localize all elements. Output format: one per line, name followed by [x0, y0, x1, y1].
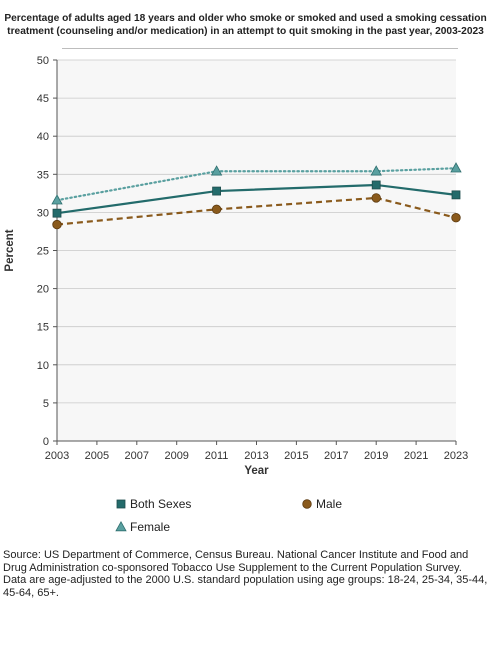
- data-point-both-sexes: [451, 190, 461, 200]
- y-tick-label: 35: [37, 169, 49, 181]
- x-tick-label: 2013: [244, 450, 268, 462]
- footnote: Source: US Department of Commerce, Censu…: [3, 549, 489, 599]
- x-tick-label: 2021: [404, 450, 428, 462]
- data-note: Data are age-adjusted to the 2000 U.S. s…: [3, 574, 488, 599]
- legend-item-male: Male: [302, 497, 342, 511]
- x-tick-label: 2005: [85, 450, 109, 462]
- legend-label-female: Female: [130, 520, 170, 534]
- legend-label-male: Male: [316, 497, 342, 511]
- series-female: [51, 162, 462, 205]
- legend-marker-female: [115, 520, 127, 532]
- y-tick-label: 30: [37, 207, 49, 219]
- y-tick-label: 5: [43, 398, 49, 410]
- legend-item-both-sexes: Both Sexes: [116, 497, 191, 511]
- data-point-male: [371, 193, 381, 203]
- y-tick-label: 40: [37, 131, 49, 143]
- y-tick-label: 45: [37, 93, 49, 105]
- legend-marker-male: [302, 499, 312, 509]
- series-line-female: [55, 167, 458, 202]
- x-tick-label: 2019: [364, 450, 388, 462]
- data-point-both-sexes: [212, 186, 222, 196]
- series-male: [52, 193, 461, 230]
- data-point-both-sexes: [371, 180, 381, 190]
- source-note: Source: US Department of Commerce, Censu…: [3, 549, 469, 574]
- series-line-male: [56, 196, 457, 226]
- x-tick-label: 2011: [205, 450, 229, 462]
- y-tick-label: 20: [37, 284, 49, 296]
- legend-marker-both-sexes: [116, 499, 126, 509]
- x-tick-label: 2015: [284, 450, 308, 462]
- data-point-female: [450, 162, 462, 173]
- chart-title-line-1: Percentage of adults aged 18 years and o…: [4, 13, 487, 24]
- legend-item-female: Female: [115, 520, 170, 534]
- data-point-male: [451, 213, 461, 223]
- series-both-sexes: [52, 180, 461, 218]
- x-tick-label: 2009: [164, 450, 188, 462]
- data-point-male: [211, 204, 222, 215]
- y-tick-label: 15: [37, 322, 49, 334]
- data-point-both-sexes: [52, 208, 62, 218]
- y-tick-label: 0: [43, 436, 49, 448]
- data-point-female: [210, 165, 223, 176]
- y-tick-label: 25: [37, 246, 49, 258]
- data-point-female: [51, 194, 63, 205]
- series-line-both-sexes: [56, 183, 457, 215]
- x-tick-label: 2023: [444, 450, 468, 462]
- x-axis-title: Year: [244, 465, 269, 477]
- y-axis-title: Percent: [4, 229, 16, 271]
- y-tick-label: 50: [37, 55, 49, 67]
- x-tick-label: 2003: [45, 450, 69, 462]
- x-tick-label: 2007: [125, 450, 149, 462]
- legend-label-both-sexes: Both Sexes: [130, 497, 191, 511]
- data-point-female: [370, 165, 382, 176]
- y-tick-label: 10: [37, 360, 49, 372]
- chart-title: Percentage of adults aged 18 years and o…: [0, 12, 491, 38]
- title-divider: [62, 48, 458, 49]
- x-tick-label: 2017: [324, 450, 348, 462]
- chart-title-line-2: treatment (counseling and/or medication)…: [7, 26, 484, 37]
- data-point-male: [52, 219, 62, 230]
